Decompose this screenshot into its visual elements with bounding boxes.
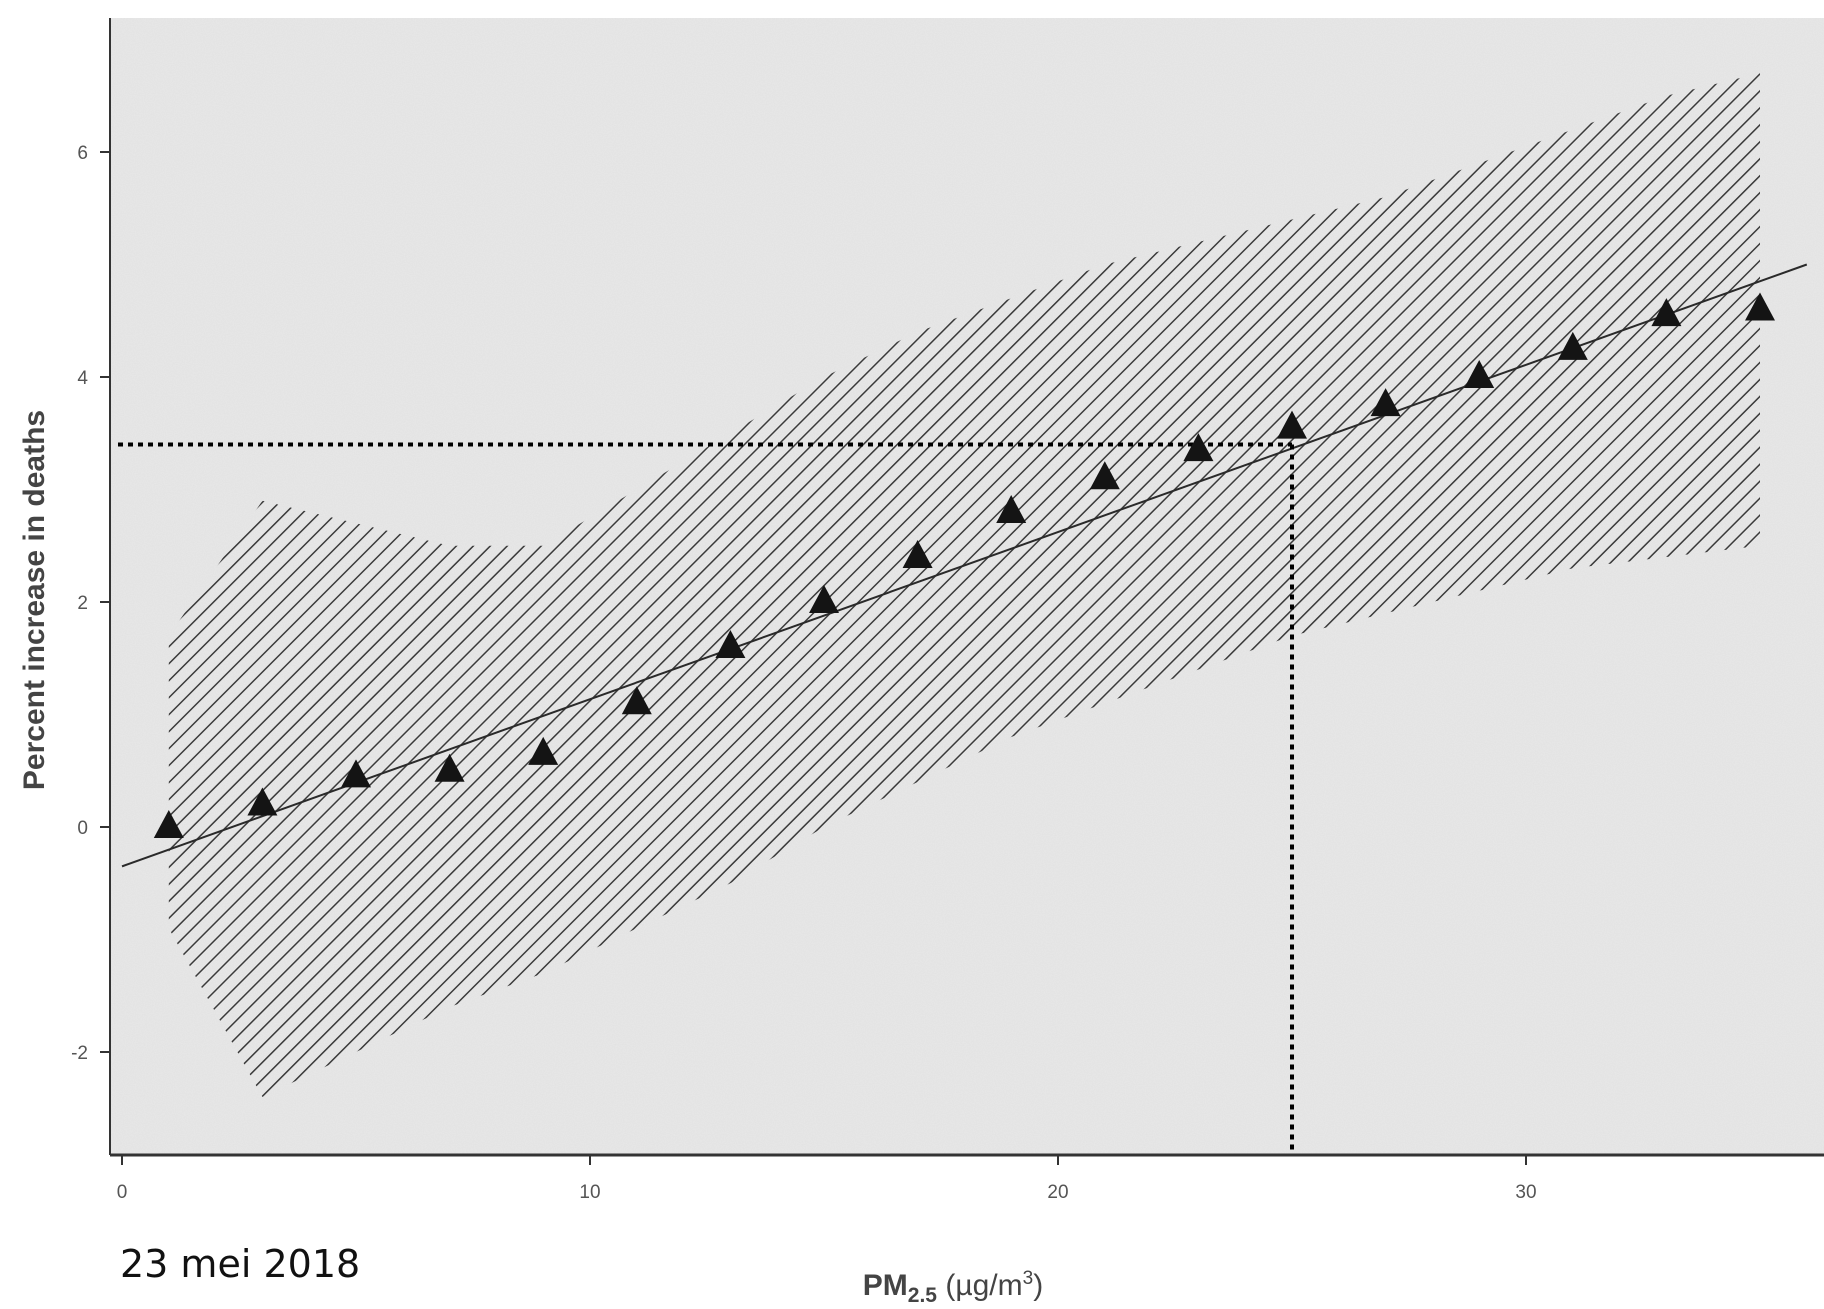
y-tick-label: 4 [77, 368, 88, 389]
x-axis-title-units: (µg/m [937, 1269, 1023, 1302]
data-point [153, 810, 184, 838]
data-markers-layer [153, 292, 1775, 838]
data-point [1277, 410, 1307, 439]
fit-line-layer [121, 263, 1808, 868]
date-label: 23 mei 2018 [120, 1242, 361, 1286]
x-axis-title-superscript: 3 [1023, 1268, 1034, 1289]
axes-layer [100, 18, 1824, 1165]
data-point [1370, 388, 1401, 417]
reference-lines-layer [118, 442, 1294, 1155]
confidence-band [168, 73, 1760, 1097]
y-axis-title: Percent increase in deaths [18, 410, 51, 790]
y-tick-label: -2 [71, 1043, 88, 1064]
data-point [1183, 433, 1214, 462]
data-point [528, 736, 559, 765]
data-point [715, 630, 746, 658]
y-tick-label: 6 [77, 143, 88, 164]
x-axis-title-close: ) [1033, 1269, 1043, 1302]
x-tick-label: 10 [579, 1182, 600, 1203]
fit-line [121, 263, 1808, 868]
x-axis-title-main: PM [863, 1269, 908, 1302]
data-point [434, 753, 465, 782]
confidence-band-layer [168, 73, 1760, 1097]
data-point [1464, 360, 1495, 388]
data-point [1651, 298, 1682, 327]
x-tick-label: 0 [117, 1182, 128, 1203]
data-point [1745, 292, 1775, 321]
data-point [809, 585, 839, 613]
x-tick-label: 30 [1515, 1182, 1536, 1203]
data-point [247, 787, 278, 816]
tick-labels-layer: -2 0 2 4 6 0 10 20 30 [71, 143, 1536, 1203]
data-point [1089, 461, 1120, 490]
data-point [341, 759, 371, 788]
x-axis-title-subscript: 2.5 [908, 1284, 938, 1307]
data-point [1557, 331, 1588, 360]
x-tick-label: 20 [1047, 1182, 1068, 1203]
data-point [996, 495, 1027, 523]
data-point [621, 686, 652, 715]
x-axis-title: PM2.5 (µg/m3) [863, 1268, 1043, 1307]
y-tick-label: 0 [77, 818, 88, 839]
data-point [902, 540, 933, 568]
y-tick-label: 2 [77, 593, 88, 614]
